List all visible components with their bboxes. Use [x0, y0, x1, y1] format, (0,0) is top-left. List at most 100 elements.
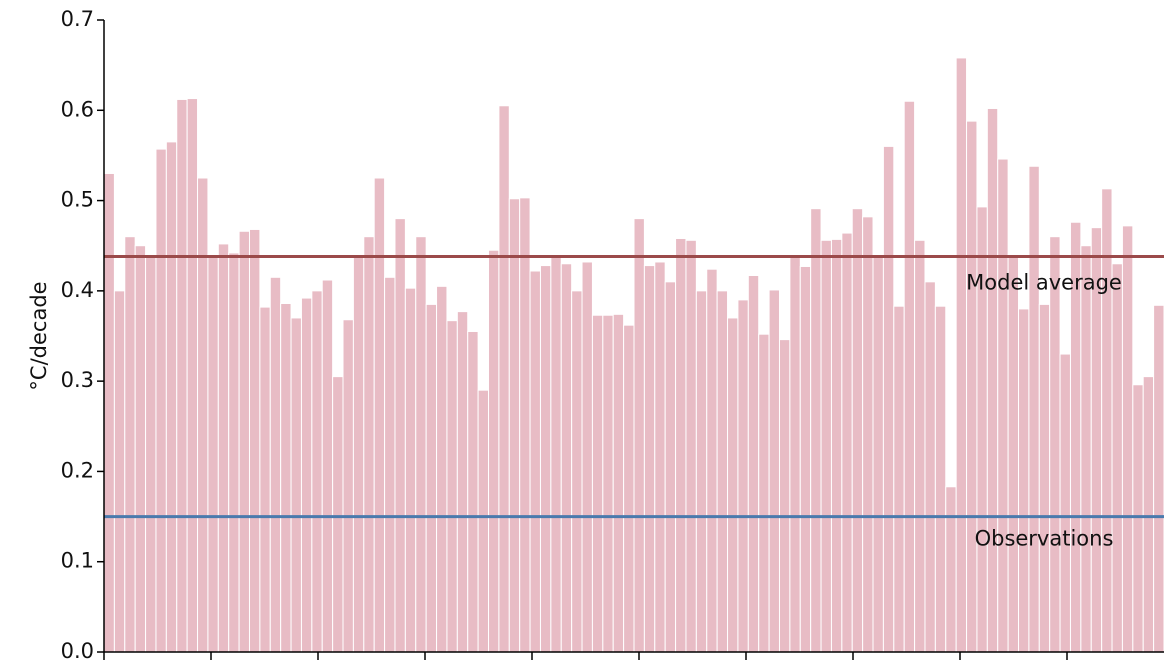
bar	[259, 306, 271, 653]
bar	[1038, 303, 1051, 653]
bar	[228, 252, 240, 653]
bar	[1018, 308, 1030, 653]
bar	[810, 208, 822, 653]
bar	[945, 486, 957, 653]
bar	[560, 263, 573, 653]
bar	[477, 389, 490, 653]
bar	[519, 197, 531, 653]
bar	[384, 276, 396, 653]
bar	[124, 236, 136, 653]
bar	[1121, 225, 1134, 653]
bar	[716, 290, 729, 653]
bar	[737, 299, 749, 653]
y-axis-label: °C/decade	[27, 281, 51, 390]
bar	[591, 314, 604, 653]
bar	[300, 297, 313, 653]
bar	[789, 254, 801, 653]
bar	[1080, 245, 1092, 653]
bar	[581, 261, 593, 653]
bar	[1153, 304, 1165, 653]
bar	[103, 172, 115, 653]
bar	[498, 105, 510, 653]
bar	[747, 275, 760, 653]
bar	[550, 256, 562, 653]
bar	[290, 317, 302, 653]
bar	[394, 218, 406, 653]
bar	[695, 290, 708, 653]
bar	[238, 230, 250, 653]
bar	[113, 290, 126, 653]
bar	[934, 305, 947, 653]
bar	[456, 311, 469, 653]
bar	[706, 268, 718, 653]
bar	[311, 290, 323, 653]
bar	[165, 141, 178, 653]
bar	[446, 320, 458, 653]
bar	[425, 303, 438, 653]
y-tick-label: 0.1	[61, 549, 94, 573]
y-tick-label: 0.2	[61, 458, 94, 482]
bar	[321, 279, 334, 653]
bar	[758, 333, 770, 653]
bar	[415, 236, 427, 653]
bar	[986, 107, 999, 653]
bar	[654, 261, 666, 653]
bar	[602, 314, 614, 653]
bar	[623, 324, 635, 653]
bar	[612, 313, 625, 653]
bar	[508, 198, 521, 653]
bar	[643, 265, 656, 653]
y-tick-label: 0.6	[61, 97, 94, 121]
bar	[966, 120, 978, 653]
bar	[404, 287, 417, 653]
bar	[373, 177, 386, 653]
bar	[207, 254, 219, 653]
bar	[539, 265, 552, 653]
bar	[924, 281, 936, 653]
bar	[768, 289, 780, 653]
bar	[248, 228, 261, 653]
bar	[1142, 376, 1155, 653]
bar	[799, 265, 812, 653]
bar	[862, 216, 874, 653]
reference-label: Model average	[966, 271, 1122, 295]
bar	[280, 302, 292, 653]
bar	[997, 158, 1009, 653]
bar	[571, 290, 583, 653]
bar	[955, 57, 968, 653]
bar	[1101, 188, 1113, 653]
bar	[633, 218, 645, 653]
bar	[155, 148, 167, 653]
bar	[685, 239, 697, 653]
reference-label: Observations	[975, 527, 1114, 551]
bar	[176, 98, 188, 653]
bar	[841, 232, 853, 653]
y-tick-label: 0.7	[61, 7, 94, 31]
bar	[1111, 263, 1123, 653]
bar	[872, 254, 884, 653]
bar	[903, 100, 916, 653]
bar	[664, 281, 677, 653]
bar	[352, 254, 365, 653]
bar	[363, 236, 375, 653]
bar	[467, 330, 479, 653]
bar	[186, 98, 199, 653]
bar	[727, 317, 739, 653]
bar	[436, 285, 448, 653]
bar	[217, 243, 230, 653]
bar	[342, 319, 354, 653]
bar	[1132, 384, 1144, 653]
bar	[145, 254, 157, 653]
bar	[488, 249, 500, 653]
bar	[830, 238, 843, 653]
bar	[197, 177, 209, 653]
bar	[1049, 236, 1061, 653]
bar	[882, 145, 895, 653]
bar	[1007, 254, 1020, 653]
bar	[914, 239, 926, 653]
bar	[332, 376, 344, 653]
bar	[851, 208, 864, 653]
bar	[893, 305, 905, 653]
